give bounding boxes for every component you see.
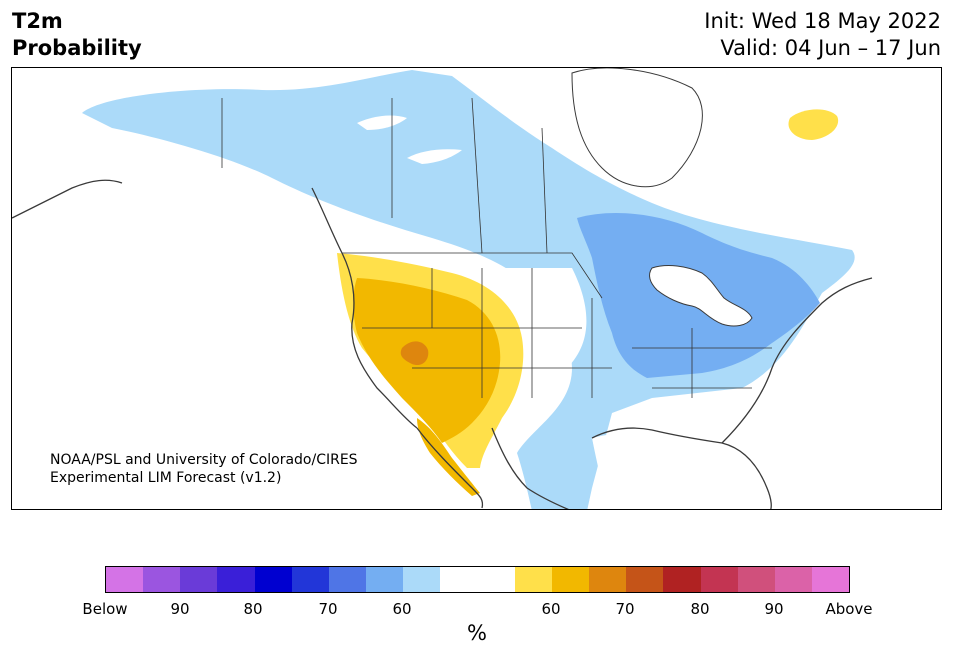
legend-swatch xyxy=(663,567,701,592)
legend-tick-label: 90 xyxy=(170,600,190,618)
credit-text: NOAA/PSL and University of Colorado/CIRE… xyxy=(50,451,358,487)
map-canvas xyxy=(12,68,941,509)
legend-tick-label: 80 xyxy=(690,600,710,618)
legend-swatch xyxy=(589,567,627,592)
legend-swatch xyxy=(254,567,292,592)
legend-tick-label: 90 xyxy=(764,600,784,618)
legend-swatch xyxy=(774,567,812,592)
color-legend xyxy=(105,566,850,593)
forecast-map: NOAA/PSL and University of Colorado/CIRE… xyxy=(11,67,942,510)
great-lakes xyxy=(649,265,753,327)
init-date: Init: Wed 18 May 2022 xyxy=(704,9,941,33)
legend-swatch xyxy=(626,567,664,592)
legend-tick-label: 60 xyxy=(392,600,412,618)
legend-tick-label: Above xyxy=(825,600,873,618)
legend-swatch xyxy=(180,567,218,592)
legend-swatch xyxy=(366,567,404,592)
region-orange-nevada xyxy=(400,341,429,366)
legend-swatch xyxy=(737,567,775,592)
legend-swatch xyxy=(440,567,478,592)
legend-swatch xyxy=(143,567,181,592)
legend-swatch xyxy=(700,567,738,592)
region-gold-baja xyxy=(417,418,480,496)
legend-swatch xyxy=(291,567,329,592)
great-slave-lake xyxy=(407,149,462,164)
legend-swatch xyxy=(106,567,144,592)
credit-line-2: Experimental LIM Forecast (v1.2) xyxy=(50,470,282,486)
variable-label: T2m xyxy=(12,9,63,33)
valid-range: Valid: 04 Jun – 17 Jun xyxy=(720,36,941,60)
hudson-bay xyxy=(571,68,703,188)
legend-tick-label: Below xyxy=(82,600,128,618)
region-gulf-ocean xyxy=(592,432,791,509)
map-title: T2m Probability xyxy=(12,8,142,62)
legend-unit: % xyxy=(467,621,487,645)
legend-swatch xyxy=(217,567,255,592)
product-label: Probability xyxy=(12,36,142,60)
forecast-dates: Init: Wed 18 May 2022 Valid: 04 Jun – 17… xyxy=(704,8,941,62)
legend-swatch xyxy=(551,567,590,592)
legend-tick-label: 70 xyxy=(615,600,635,618)
legend-tick-label: 60 xyxy=(541,600,561,618)
legend-swatch xyxy=(403,567,441,592)
legend-tick-label: 80 xyxy=(243,600,263,618)
legend-tick-label: 70 xyxy=(318,600,338,618)
region-yellow-quebec xyxy=(788,109,839,140)
legend-swatch xyxy=(811,567,850,592)
region-gold-west xyxy=(353,278,501,443)
great-bear-lake xyxy=(357,115,407,130)
legend-swatch xyxy=(477,567,515,592)
coastlines xyxy=(12,179,873,509)
credit-line-1: NOAA/PSL and University of Colorado/CIRE… xyxy=(50,452,358,468)
political-borders xyxy=(221,97,772,398)
legend-swatch xyxy=(514,567,552,592)
legend-swatch xyxy=(328,567,367,592)
